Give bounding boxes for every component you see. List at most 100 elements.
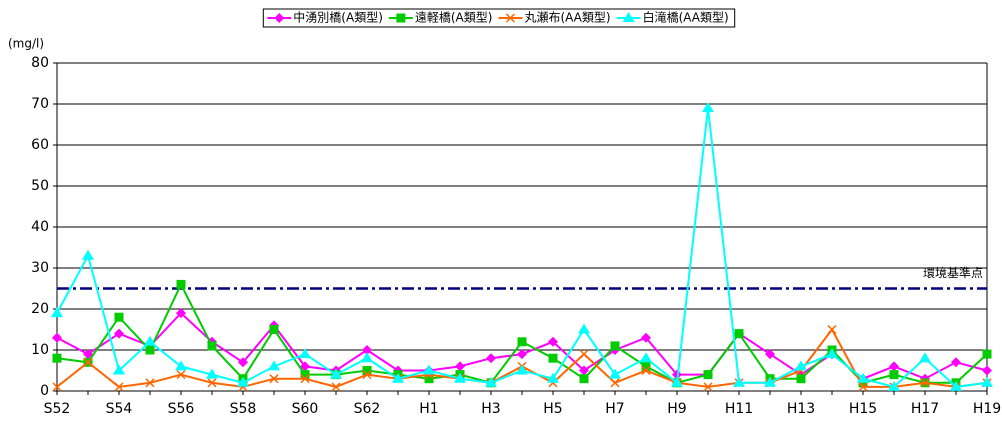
marker xyxy=(114,328,124,339)
legend-label: 中湧別橋(A類型) xyxy=(293,10,383,25)
marker xyxy=(765,349,775,360)
x-tick-label: S60 xyxy=(292,401,319,417)
marker xyxy=(609,368,621,379)
marker xyxy=(362,370,372,380)
marker xyxy=(114,382,124,392)
x-tick-label: H5 xyxy=(543,401,562,417)
marker xyxy=(951,357,961,368)
x-tick-label: S56 xyxy=(168,401,195,417)
marker xyxy=(548,336,558,347)
reference-label: 環境基準点 xyxy=(923,265,983,280)
x-tick-label: H3 xyxy=(481,401,500,417)
marker xyxy=(396,13,406,23)
marker xyxy=(52,353,62,363)
marker xyxy=(641,361,651,371)
marker xyxy=(703,370,713,380)
y-tick-label: 0 xyxy=(40,383,49,399)
marker xyxy=(238,357,248,368)
marker xyxy=(454,372,466,383)
y-tick-label: 80 xyxy=(31,55,49,71)
marker xyxy=(207,341,217,351)
y-tick-label: 30 xyxy=(31,260,49,276)
marker xyxy=(52,332,62,343)
x-tick-label: H9 xyxy=(667,401,686,417)
marker xyxy=(764,376,776,387)
x-tick-label: H17 xyxy=(911,401,939,417)
marker xyxy=(919,352,931,363)
marker xyxy=(795,360,807,371)
marker xyxy=(206,368,218,379)
marker xyxy=(858,378,868,388)
marker xyxy=(207,378,217,388)
marker xyxy=(857,372,869,383)
marker xyxy=(300,361,310,372)
marker xyxy=(176,308,186,319)
marker xyxy=(455,361,465,372)
legend-label: 白滝橋(AA類型) xyxy=(643,10,729,25)
y-unit: (mg/l) xyxy=(8,37,44,51)
marker xyxy=(982,365,992,376)
marker xyxy=(826,348,838,359)
marker xyxy=(176,370,186,380)
marker xyxy=(578,323,590,334)
marker xyxy=(52,382,62,392)
marker xyxy=(640,352,652,363)
marker xyxy=(331,382,341,392)
marker xyxy=(827,324,837,335)
marker xyxy=(981,376,993,387)
marker xyxy=(51,307,63,318)
x-tick-label: S52 xyxy=(44,401,71,417)
marker xyxy=(641,332,651,343)
marker xyxy=(579,349,589,359)
marker xyxy=(299,348,311,359)
marker xyxy=(547,372,559,383)
marker xyxy=(982,349,992,359)
marker xyxy=(734,329,744,339)
marker xyxy=(237,376,249,387)
marker xyxy=(889,361,899,372)
marker xyxy=(888,380,900,391)
marker xyxy=(83,357,93,367)
marker xyxy=(269,325,279,334)
marker xyxy=(82,249,94,260)
marker xyxy=(114,312,124,322)
marker xyxy=(145,378,155,388)
marker xyxy=(920,378,930,388)
marker xyxy=(671,376,683,387)
legend: 中湧別橋(A類型) 遠軽橋(A類型) 丸瀬布(AA類型) 白滝橋(AA類型) xyxy=(262,8,736,28)
marker xyxy=(486,353,496,364)
marker xyxy=(703,382,713,392)
x-tick-label: H15 xyxy=(849,401,877,417)
marker xyxy=(144,335,156,346)
marker xyxy=(176,279,186,289)
y-tick-label: 70 xyxy=(31,96,49,112)
marker xyxy=(733,376,745,387)
marker xyxy=(858,382,868,392)
x-tick-label: H19 xyxy=(973,401,1001,417)
marker xyxy=(145,345,155,355)
marker xyxy=(362,345,372,355)
marker xyxy=(423,364,435,375)
marker xyxy=(424,374,434,384)
y-tick-label: 20 xyxy=(31,301,49,317)
marker xyxy=(268,360,280,371)
marker xyxy=(392,372,404,383)
marker xyxy=(113,364,125,375)
marker xyxy=(485,376,497,387)
marker xyxy=(579,374,589,384)
marker xyxy=(517,337,527,347)
marker xyxy=(516,364,528,375)
marker xyxy=(361,352,373,363)
marker xyxy=(796,374,806,384)
marker xyxy=(175,360,187,371)
marker xyxy=(300,374,310,384)
marker xyxy=(622,12,635,22)
marker xyxy=(548,353,558,363)
legend-label: 遠軽橋(A類型) xyxy=(415,11,493,25)
y-tick-label: 60 xyxy=(31,137,49,153)
marker xyxy=(610,378,620,388)
marker xyxy=(579,365,589,376)
x-tick-label: H7 xyxy=(605,401,624,417)
